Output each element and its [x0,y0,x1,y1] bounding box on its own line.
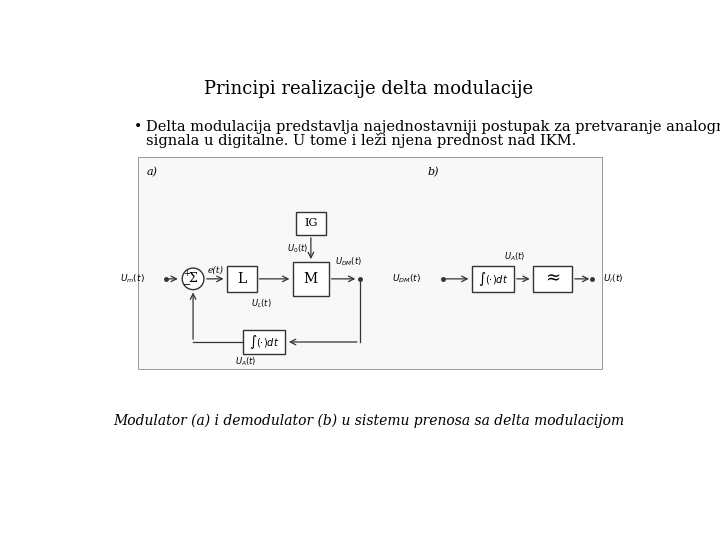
Bar [243,330,285,354]
Text: $U_A(t)$: $U_A(t)$ [235,356,256,368]
Text: $U_L(t)$: $U_L(t)$ [251,298,272,310]
Text: •: • [134,120,143,134]
Text: a): a) [147,167,158,178]
Bar [296,212,325,235]
Text: IG: IG [304,218,318,228]
Bar [138,157,601,369]
Text: −: − [183,280,191,290]
Text: Principi realizacije delta modulacije: Principi realizacije delta modulacije [204,80,534,98]
Text: $U_i(t)$: $U_i(t)$ [603,273,624,285]
Text: $U_0(t)$: $U_0(t)$ [287,242,307,255]
Text: Delta modulacija predstavlja najednostavniji postupak za pretvaranje analognih: Delta modulacija predstavlja najednostav… [145,120,720,134]
Text: ≈: ≈ [545,270,560,288]
Circle shape [182,268,204,289]
Bar [472,266,514,292]
Text: $\int(\cdot)dt$: $\int(\cdot)dt$ [478,270,508,288]
Bar [534,266,572,292]
Text: $U_{DM}(t)$: $U_{DM}(t)$ [336,255,362,268]
Text: Σ: Σ [189,272,197,285]
Text: $U_{DM}(t)$: $U_{DM}(t)$ [392,273,421,285]
Text: $U_m(t)$: $U_m(t)$ [120,273,144,285]
Text: +: + [184,269,190,278]
Text: $\int(\cdot)dt$: $\int(\cdot)dt$ [249,333,279,351]
Text: M: M [304,272,318,286]
Text: signala u digitalne. U tome i leži njena prednost nad IKM.: signala u digitalne. U tome i leži njena… [145,133,576,148]
Text: $U_A(t)$: $U_A(t)$ [504,251,526,264]
Text: L: L [238,272,246,286]
Text: e(t): e(t) [207,266,223,275]
Bar [293,262,329,296]
Bar [228,266,256,292]
Text: b): b) [427,167,438,178]
Text: Modulator (a) i demodulator (b) u sistemu prenosa sa delta modulacijom: Modulator (a) i demodulator (b) u sistem… [114,413,624,428]
